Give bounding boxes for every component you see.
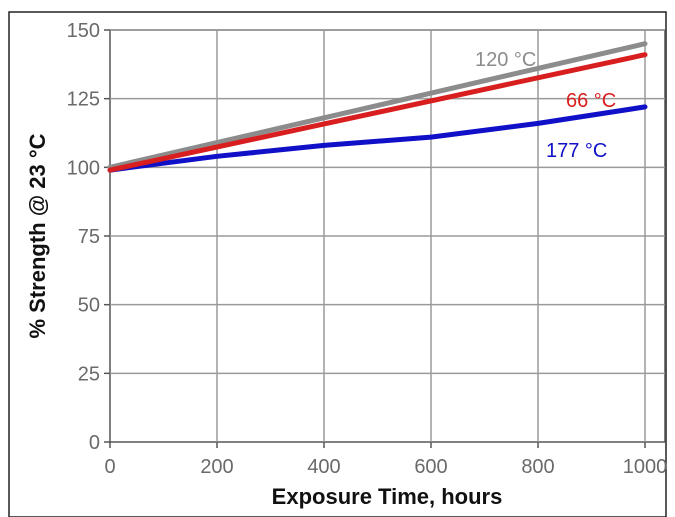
y-axis-ticks: 0 25 50 75 100 125 150 bbox=[67, 20, 110, 454]
x-axis-title: Exposure Time, hours bbox=[272, 484, 503, 509]
series-label-66c: 66 °C bbox=[566, 90, 616, 112]
y-tick-label: 50 bbox=[78, 295, 100, 317]
gridlines bbox=[110, 29, 665, 442]
x-tick-label: 0 bbox=[104, 456, 115, 478]
series-line-177c bbox=[107, 104, 648, 173]
x-tick-label: 600 bbox=[414, 456, 447, 478]
x-tick-label: 200 bbox=[200, 456, 233, 478]
x-axis-ticks: 0 200 400 600 800 1000 bbox=[104, 442, 667, 478]
series-line-66c bbox=[107, 52, 648, 173]
x-tick-label: 1000 bbox=[623, 456, 668, 478]
series-label-177c: 177 °C bbox=[546, 140, 607, 162]
y-tick-label: 150 bbox=[67, 20, 100, 42]
y-tick-label: 100 bbox=[67, 157, 100, 179]
x-tick-label: 400 bbox=[307, 456, 340, 478]
series-lines bbox=[107, 41, 648, 173]
y-tick-label: 25 bbox=[78, 363, 100, 385]
series-line-120c bbox=[107, 41, 648, 170]
y-tick-label: 125 bbox=[67, 89, 100, 111]
y-axis-title: % Strength @ 23 °C bbox=[25, 133, 50, 338]
y-tick-label: 75 bbox=[78, 226, 100, 248]
y-tick-label: 0 bbox=[89, 432, 100, 454]
series-label-120c: 120 °C bbox=[475, 49, 536, 71]
x-tick-label: 800 bbox=[521, 456, 554, 478]
